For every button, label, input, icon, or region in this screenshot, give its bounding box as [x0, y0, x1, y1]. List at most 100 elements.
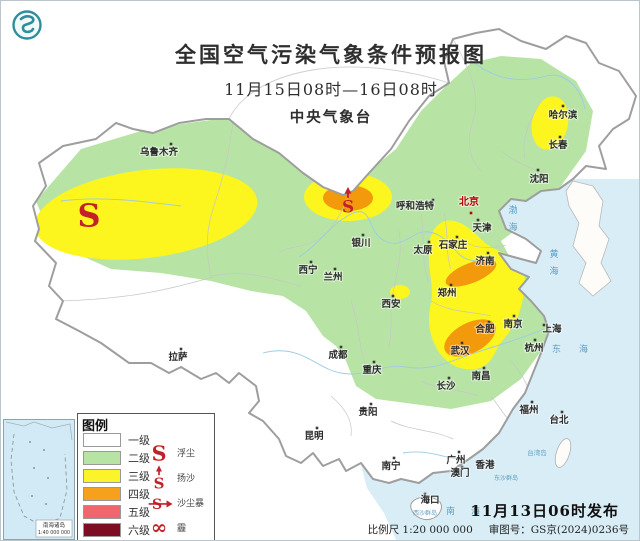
svg-text:广州: 广州 [446, 454, 465, 466]
dust-icon: S [152, 441, 167, 465]
city-marker: 郑州 [436, 283, 458, 300]
svg-text:S: S [154, 474, 165, 492]
svg-text:哈尔滨: 哈尔滨 [549, 109, 578, 121]
legend-color-swatch [83, 433, 121, 447]
china-national-border [32, 28, 637, 484]
legend-symbol-row: S 沙尘暴 [144, 490, 214, 515]
legend-symbol-row: S 扬沙 [144, 464, 214, 492]
svg-text:S: S [342, 197, 354, 217]
legend-color-swatch [83, 451, 121, 465]
legend-level-row: 一级 [83, 431, 150, 449]
city-marker: 拉萨 [167, 347, 189, 364]
city-marker: 广州 [445, 450, 467, 467]
sandstorm-icon: S [148, 497, 173, 513]
svg-text:银川: 银川 [351, 237, 370, 249]
legend-level-label: 五级 [128, 506, 150, 519]
city-marker: 西安 [380, 294, 402, 311]
province-borders [60, 38, 547, 440]
island-label: 台湾岛 [527, 448, 547, 457]
south-china-sea-inset: 南海诸岛 1:40 000 000 [3, 419, 75, 540]
legend-color-swatch [83, 487, 121, 501]
svg-text:乌鲁木齐: 乌鲁木齐 [140, 146, 179, 158]
haze-icon: ∞ [151, 516, 167, 539]
blowing-sand-icon: S [342, 186, 354, 217]
svg-text:昆明: 昆明 [304, 431, 324, 442]
svg-text:郑州: 郑州 [437, 287, 456, 299]
svg-text:天津: 天津 [472, 222, 492, 234]
city-marker: 南昌 [470, 366, 492, 383]
legend-level-label: 四级 [128, 488, 150, 501]
city-marker: 昆明 [303, 426, 325, 443]
legend: 图例 一级二级三级四级五级六级 S 浮尘 S 扬沙 S 沙尘暴 ∞ 霾 [77, 413, 215, 540]
cma-logo [12, 10, 42, 40]
svg-text:南京: 南京 [503, 318, 523, 330]
city-marker: 海口 [419, 492, 441, 507]
svg-text:重庆: 重庆 [362, 364, 382, 376]
city-marker: 银川 [350, 233, 372, 250]
city-marker: 香港 [473, 458, 496, 472]
city-marker: 天津 [471, 218, 493, 235]
sea-label: 南海 [446, 505, 496, 517]
legend-symbol-label: 沙尘暴 [177, 499, 205, 509]
map-header: 全国空气污染气象条件预报图 11月15日08时—16日08时 中央气象台 [151, 39, 511, 127]
svg-text:南昌: 南昌 [471, 370, 490, 382]
legend-level-row: 二级 [83, 449, 150, 467]
city-marker: 长沙 [435, 376, 457, 393]
city-marker: 兰州 [322, 267, 344, 284]
legend-title: 图例 [82, 419, 109, 434]
svg-text:合肥: 合肥 [475, 323, 495, 335]
legend-level-row: 四级 [83, 485, 150, 503]
svg-text:贵阳: 贵阳 [358, 406, 377, 418]
svg-text:南海诸岛: 南海诸岛 [43, 521, 66, 529]
svg-text:澳门: 澳门 [450, 467, 469, 479]
city-marker: 福州 [517, 400, 540, 417]
city-marker: 上海 [541, 322, 563, 336]
svg-text:福州: 福州 [518, 404, 538, 416]
legend-level-label: 二级 [128, 452, 150, 465]
legend-symbol-label: 霾 [177, 524, 187, 534]
city-marker: 南京 [502, 314, 524, 331]
city-marker: 济南 [474, 251, 496, 268]
svg-text:台北: 台北 [549, 414, 569, 426]
sea-label: 渤海 [508, 204, 517, 233]
legend-levels: 一级二级三级四级五级六级 [83, 431, 150, 539]
legend-color-swatch [83, 523, 121, 537]
svg-text:拉萨: 拉萨 [168, 351, 188, 363]
city-marker: 沈阳 [528, 168, 550, 186]
legend-symbol-label: 浮尘 [177, 449, 196, 459]
legend-level-label: 三级 [128, 470, 150, 483]
svg-text:武汉: 武汉 [450, 345, 470, 357]
city-marker: 太原 [412, 240, 434, 257]
legend-level-row: 六级 [83, 521, 150, 539]
rivers [60, 58, 586, 460]
svg-text:长沙: 长沙 [436, 380, 456, 392]
svg-text:西安: 西安 [381, 298, 401, 310]
svg-text:香港: 香港 [474, 459, 495, 471]
legend-symbol-label: 扬沙 [177, 474, 196, 484]
city-marker: 杭州 [523, 338, 545, 355]
legend-color-swatch [83, 469, 121, 483]
mongolia-border-line [228, 66, 450, 120]
city-marker: 北京 [458, 194, 480, 215]
city-marker: 哈尔滨 [548, 104, 579, 122]
svg-text:1:40 000 000: 1:40 000 000 [38, 530, 70, 536]
legend-symbols: S 浮尘 S 扬沙 S 沙尘暴 ∞ 霾 [144, 440, 214, 540]
svg-text:∞: ∞ [151, 516, 167, 539]
svg-text:S: S [152, 441, 167, 465]
city-marker: 呼和浩特 [395, 198, 435, 213]
agency-name: 中央气象台 [289, 109, 373, 126]
city-marker: 南宁 [380, 456, 402, 473]
city-marker: 重庆 [361, 360, 383, 377]
scale-label: 比例尺 1:20 000 000 [367, 524, 473, 536]
approval-number: 审图号：GS京(2024)0236号 [488, 524, 629, 536]
svg-text:成都: 成都 [328, 349, 348, 361]
legend-level-row: 五级 [83, 503, 150, 521]
city-marker: 石家庄 [437, 235, 469, 252]
city-marker: 长春 [547, 135, 569, 152]
legend-color-swatch [83, 505, 121, 519]
release-time: 11月13日06时发布 [470, 502, 619, 520]
city-marker: 合肥 [474, 320, 496, 336]
